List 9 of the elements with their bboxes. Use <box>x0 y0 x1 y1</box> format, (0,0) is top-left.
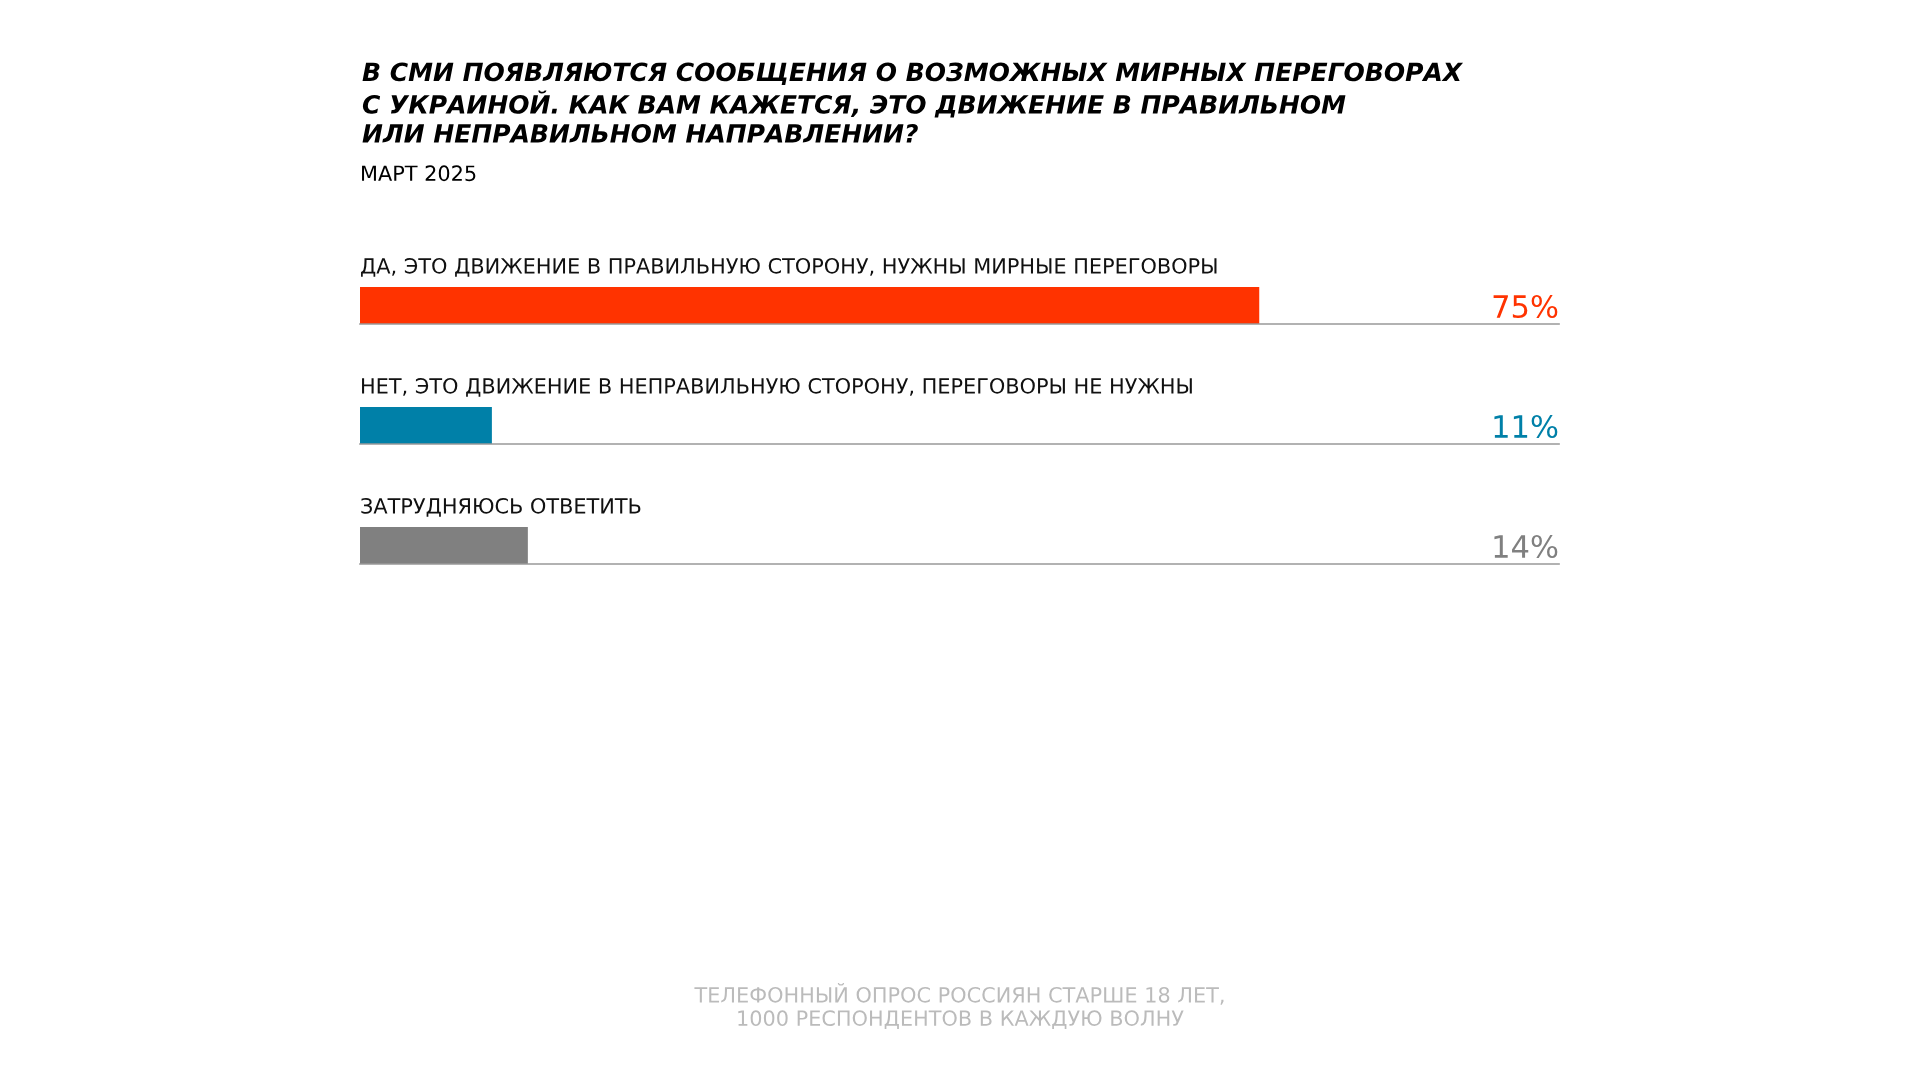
data-label: 11% <box>1494 414 1558 439</box>
text: ТЕЛЕФОННЫЙ ОПРОС РОССИЯН СТАРШЕ 18 ЛЕТ, 1000 РЕСПОНДЕНТОВ В КАЖДУЮ ВОЛНУ <box>694 983 1224 1029</box>
data-label: 75% <box>1493 294 1558 319</box>
y-tick-label: ДА, ЭТО ДВИЖЕНИЕ В ПРАВИЛЬНУЮ СТОРОНУ, НУЖНЫ МИРНЫЕ ПЕРЕГОВОРЫ <box>361 257 1217 277</box>
y-tick-label: ЗАТРУДНЯЮСЬ ОТВЕТИТЬ <box>361 497 641 517</box>
chart-subtitle: МАРТ 2025 <box>362 165 476 182</box>
y-tick-label: НЕТ, ЭТО ДВИЖЕНИЕ В НЕПРАВИЛЬНУЮ СТОРОНУ, ПЕРЕГОВОРЫ НЕ НУЖНЫ <box>362 377 1192 397</box>
data-label: 14% <box>1494 534 1558 559</box>
chart-title: В СМИ ПОЯВЛЯЮТСЯ СООБЩЕНИЯ О ВОЗМОЖНЫХ МИРНЫХ ПЕРЕГОВОРАХ С УКРАИНОЙ. КАК ВАМ КАЖЕТСЯ, ЭТО ДВИЖЕНИЕ В ПРАВИЛЬНОМ ИЛИ НЕПРАВИЛЬНОМ НАПРАВЛЕНИИ? <box>362 62 1464 143</box>
